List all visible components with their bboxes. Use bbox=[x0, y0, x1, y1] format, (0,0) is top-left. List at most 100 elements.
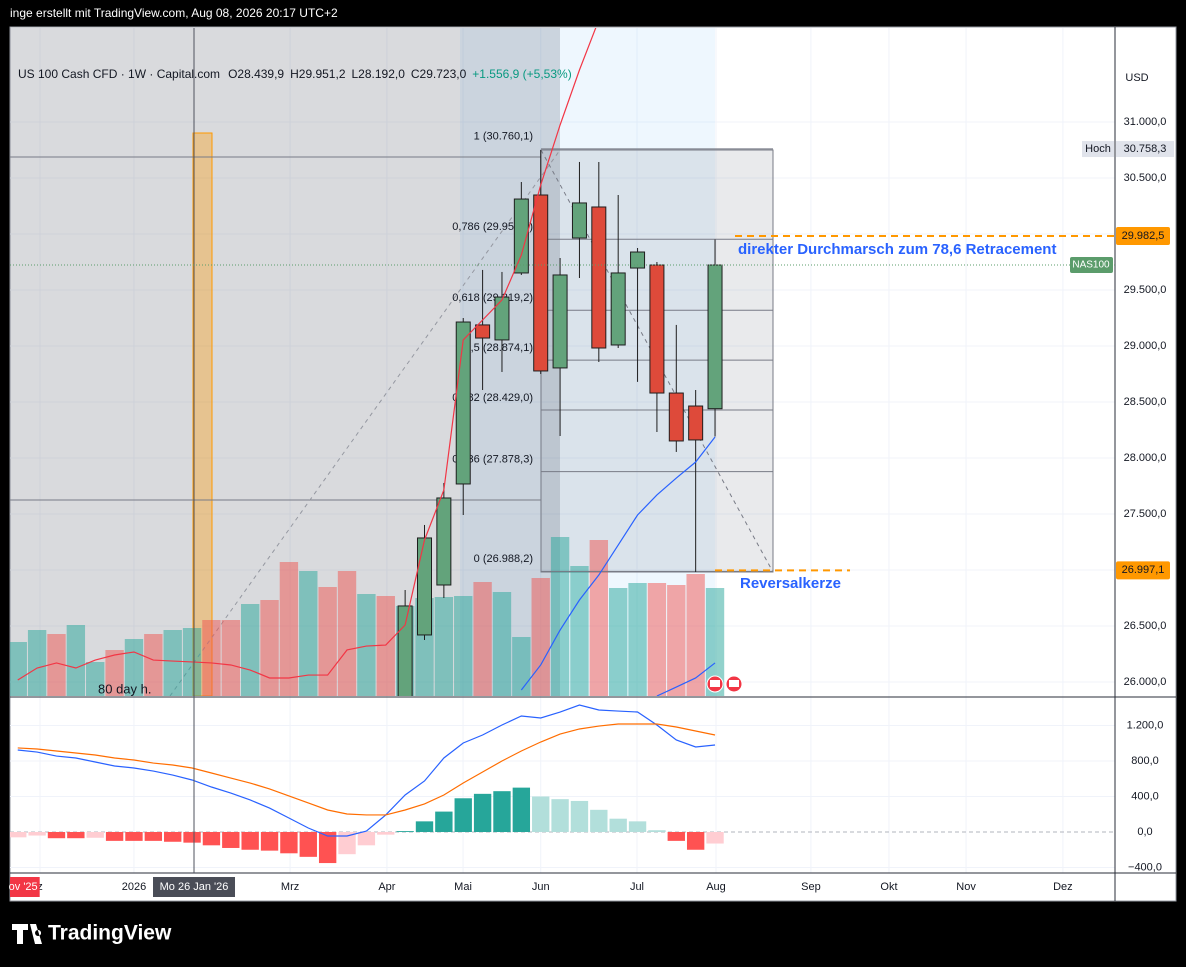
volume-bar bbox=[628, 583, 647, 696]
y-tick-label: −400,0 bbox=[1128, 861, 1162, 873]
high-tag-box bbox=[1082, 141, 1114, 158]
crosshair-label: Mo 26 Jan '26 bbox=[160, 881, 229, 893]
annotations: US 100 Cash CFD · 1W · Capital.com O28.43… bbox=[18, 67, 1149, 696]
volume-bar bbox=[66, 625, 86, 696]
candle-body bbox=[494, 296, 510, 341]
volume-bar bbox=[589, 540, 609, 696]
candle-body bbox=[416, 537, 432, 636]
x-marker-label: ov '25 bbox=[9, 881, 38, 893]
candle-body bbox=[610, 272, 626, 346]
histogram-bar bbox=[67, 832, 85, 839]
x-tick-label: Nov bbox=[956, 881, 976, 893]
x-tick-label: Sep bbox=[801, 881, 821, 893]
footer: TradingView bbox=[12, 922, 172, 945]
histogram-bar bbox=[532, 796, 550, 833]
volume-bar bbox=[609, 588, 628, 696]
y-tick-label: 31.000,0 bbox=[1124, 116, 1167, 128]
y-tick-label: 0,0 bbox=[1137, 826, 1152, 838]
candle-body bbox=[533, 194, 549, 372]
volume-bar bbox=[667, 585, 686, 696]
x-tick-label: Jul bbox=[630, 881, 644, 893]
high-price-box bbox=[1116, 141, 1174, 158]
volume-bar bbox=[202, 620, 221, 696]
volume-bar bbox=[492, 592, 512, 696]
volume-bar bbox=[47, 634, 66, 696]
event-icons bbox=[706, 675, 743, 693]
candle-body bbox=[707, 264, 723, 410]
histogram-bar bbox=[202, 832, 221, 846]
volume-bar bbox=[512, 637, 531, 696]
histogram-bar bbox=[260, 832, 279, 851]
fib-label: 1 (30.760,1) bbox=[474, 131, 533, 143]
y-tick-label: 26.500,0 bbox=[1124, 620, 1167, 632]
annotation: Reversalkerze bbox=[740, 575, 841, 592]
histogram-bar bbox=[86, 832, 104, 838]
fib-label: 0,618 (29.319,2) bbox=[452, 292, 533, 304]
volume-bar bbox=[221, 620, 240, 696]
histogram-bar bbox=[164, 832, 182, 842]
histogram-bar bbox=[222, 832, 240, 848]
histogram-bar bbox=[125, 832, 143, 841]
histogram-bar bbox=[473, 793, 492, 833]
histogram-bar bbox=[396, 831, 414, 833]
ohlc-close: C29.723,0 bbox=[411, 67, 467, 81]
volume-bar bbox=[337, 571, 357, 696]
y-tick-label: 28.500,0 bbox=[1124, 396, 1167, 408]
x-tick-label: Jun bbox=[532, 881, 550, 893]
volume-bar bbox=[686, 574, 705, 696]
histogram-bar bbox=[299, 832, 317, 857]
histogram-bar bbox=[241, 832, 259, 850]
volume-bar bbox=[163, 630, 182, 696]
fib-label: 0,786 (29.952,9) bbox=[452, 221, 533, 233]
high-price: 30.758,3 bbox=[1124, 143, 1167, 155]
candle-body bbox=[649, 264, 665, 394]
volume-bar bbox=[705, 588, 725, 696]
histogram-bar bbox=[435, 811, 453, 833]
x-tick-label: Mrz bbox=[281, 881, 299, 893]
y-tick-label: 29.000,0 bbox=[1124, 340, 1167, 352]
candle-body bbox=[688, 405, 704, 441]
lines bbox=[17, 28, 716, 696]
volume-bar bbox=[27, 630, 47, 696]
histogram-bar bbox=[493, 791, 511, 833]
histogram-bar bbox=[570, 800, 589, 833]
volume-bar bbox=[454, 596, 473, 696]
signal-line bbox=[17, 723, 716, 816]
candle-body bbox=[513, 198, 529, 274]
x-tick-label: Apr bbox=[378, 881, 395, 893]
brand: TradingView bbox=[48, 922, 172, 945]
annotation: direkter Durchmarsch zum 78,6 Retracemen… bbox=[738, 241, 1056, 258]
histogram-bar bbox=[10, 832, 27, 838]
volume-bar bbox=[434, 597, 454, 696]
histogram-bar bbox=[628, 821, 647, 833]
y-tick-label: 800,0 bbox=[1131, 755, 1159, 767]
volume-bar bbox=[550, 537, 570, 696]
volume-bar bbox=[279, 562, 299, 696]
moving-average bbox=[656, 662, 716, 696]
histogram-bar bbox=[105, 832, 124, 841]
logo-icon bbox=[12, 924, 42, 944]
histogram-bar bbox=[706, 832, 724, 844]
volume-bar bbox=[473, 582, 492, 696]
candle-body bbox=[455, 321, 471, 485]
candle-body bbox=[630, 251, 646, 269]
histogram-bar bbox=[551, 799, 569, 833]
volume-bar bbox=[10, 642, 27, 696]
histogram-bar bbox=[667, 832, 685, 841]
candle-body bbox=[552, 274, 568, 369]
fib: 1 (30.760,1) 0,786 (29.952,9) 0,618 (29.31… bbox=[452, 131, 773, 572]
histogram-bar bbox=[357, 832, 376, 846]
histogram-bar bbox=[183, 832, 201, 843]
volume-bar bbox=[260, 600, 279, 696]
legend: US 100 Cash CFD · 1W · Capital.com O28.43… bbox=[18, 67, 572, 81]
volume-bar bbox=[570, 566, 589, 696]
histogram-bar bbox=[686, 832, 705, 850]
moving-average bbox=[17, 28, 597, 681]
currency: USD bbox=[1125, 72, 1148, 84]
y-tick-label: 30.500,0 bbox=[1124, 172, 1167, 184]
histogram-bar bbox=[47, 832, 66, 839]
fib-label: 0,5 (28.874,1) bbox=[465, 342, 534, 354]
histogram-bar bbox=[512, 787, 531, 833]
volume-bar bbox=[144, 634, 163, 696]
y-tick-label: 400,0 bbox=[1131, 790, 1159, 802]
